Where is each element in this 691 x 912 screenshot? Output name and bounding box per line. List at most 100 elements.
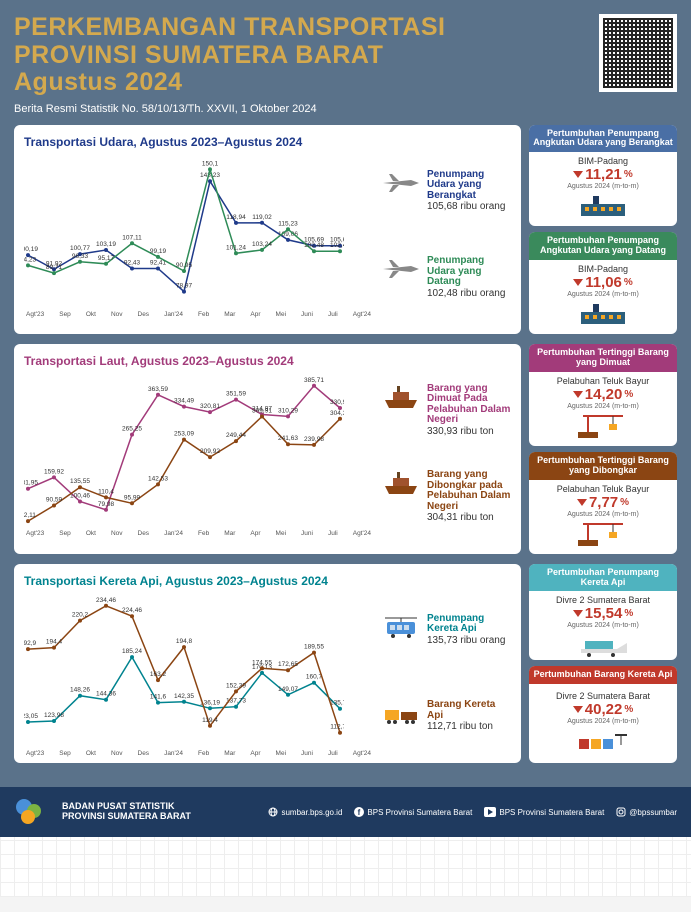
chart-svg: 131,95159,92100,4679,98265,25363,59334,4…: [24, 370, 373, 537]
stat-location: Pelabuhan Teluk Bayur: [533, 484, 673, 494]
svg-text:89,71: 89,71: [46, 264, 63, 271]
svg-text:123,98: 123,98: [44, 712, 64, 719]
airport-icon: [573, 300, 633, 328]
svg-text:90,59: 90,59: [46, 497, 63, 504]
series-value: 105,68 ribu orang: [427, 201, 511, 212]
stat-card: Pertumbuhan Tertinggi Barang yang Dibong…: [529, 452, 677, 554]
svg-text:150,1: 150,1: [202, 160, 219, 167]
stat-value: 11,06%: [533, 274, 673, 291]
footer-link[interactable]: sumbar.bps.go.id: [268, 807, 342, 817]
series-label: Barang Kereta Api: [427, 700, 511, 721]
chart-title: Transportasi Laut, Agustus 2023–Agustus …: [24, 354, 511, 368]
chart-card: Transportasi Kereta Api, Agustus 2023–Ag…: [14, 564, 521, 764]
legend: Penumpang Kereta Api 135,73 ribu orang B…: [381, 590, 511, 757]
fb-icon: f: [354, 807, 364, 817]
x-tick-label: Juli: [328, 530, 338, 537]
x-tick-label: Feb: [198, 311, 209, 318]
subtitle: Berita Resmi Statistik No. 58/10/13/Th. …: [14, 103, 589, 115]
svg-text:174,55: 174,55: [252, 659, 272, 666]
stat-value: 40,22%: [533, 701, 673, 718]
ship-icon: [381, 384, 421, 410]
stat-card: Pertumbuhan Tertinggi Barang yang Dimuat…: [529, 344, 677, 446]
svg-text:185,24: 185,24: [122, 648, 142, 655]
stat-note: Agustus 2024 (m-to-m): [533, 291, 673, 298]
svg-text:131,95: 131,95: [24, 480, 38, 487]
sections-container: Transportasi Udara, Agustus 2023–Agustus…: [14, 125, 677, 764]
x-tick-label: Nov: [111, 311, 123, 318]
svg-text:100,46: 100,46: [70, 493, 90, 500]
svg-text:152,39: 152,39: [226, 682, 246, 689]
x-tick-label: Des: [138, 750, 150, 757]
freight-train-icon: [381, 700, 421, 726]
x-tick-label: Mei: [276, 530, 286, 537]
grid-paper-bg: [0, 837, 691, 897]
svg-text:149,07: 149,07: [278, 685, 298, 692]
legend-item: Penumpang Udara yang Datang 102,48 ribu …: [381, 256, 511, 299]
svg-text:309,91: 309,91: [252, 408, 272, 415]
svg-text:304,31: 304,31: [330, 410, 344, 417]
svg-text:234,46: 234,46: [96, 596, 116, 603]
svg-text:141,6: 141,6: [150, 693, 167, 700]
svg-text:100,19: 100,19: [24, 246, 38, 253]
infographic-page: PERKEMBANGAN TRANSPORTASI PROVINSI SUMAT…: [0, 0, 691, 897]
x-tick-label: Apr: [250, 750, 260, 757]
x-tick-label: Sep: [59, 750, 71, 757]
series-label: Penumpang Kereta Api: [427, 614, 511, 635]
section-row: Transportasi Udara, Agustus 2023–Agustus…: [14, 125, 677, 335]
x-tick-label: Jan'24: [164, 530, 183, 537]
svg-text:265,25: 265,25: [122, 426, 142, 433]
svg-text:79,98: 79,98: [98, 501, 115, 508]
section-row: Transportasi Laut, Agustus 2023–Agustus …: [14, 344, 677, 554]
x-tick-label: Agt'23: [26, 750, 44, 757]
x-tick-label: Jan'24: [164, 750, 183, 757]
stat-card-body: Pelabuhan Teluk Bayur 7,77% Agustus 2024…: [529, 480, 677, 554]
series-label: Barang yang Dimuat Pada Pelabuhan Dalam …: [427, 384, 511, 426]
side-column: Pertumbuhan Penumpang Angkutan Udara yan…: [529, 125, 677, 335]
stat-card-body: BIM-Padang 11,21% Agustus 2024 (m-to-m): [529, 152, 677, 226]
svg-text:90,95: 90,95: [176, 262, 193, 269]
x-tick-label: Mar: [224, 530, 235, 537]
svg-text:172,65: 172,65: [278, 661, 298, 668]
footer-link[interactable]: BPS Provinsi Sumatera Barat: [484, 807, 604, 817]
svg-text:224,46: 224,46: [122, 607, 142, 614]
legend-text: Barang yang Dimuat Pada Pelabuhan Dalam …: [427, 384, 511, 437]
svg-text:95,17: 95,17: [98, 254, 115, 261]
svg-text:194,4: 194,4: [46, 638, 63, 645]
legend: Penumpang Udara yang Berangkat 105,68 ri…: [381, 151, 511, 318]
footer-link-text: BPS Provinsi Sumatera Barat: [499, 808, 604, 817]
down-arrow-icon: [573, 391, 583, 398]
stat-value: 11,21%: [533, 166, 673, 183]
legend-item: Penumpang Udara yang Berangkat 105,68 ri…: [381, 170, 511, 213]
ig-icon: [616, 807, 626, 817]
series-value: 135,73 ribu orang: [427, 635, 511, 646]
svg-text:112,71: 112,71: [330, 723, 344, 730]
bps-logo-icon: [14, 797, 48, 827]
svg-text:92,43: 92,43: [124, 259, 141, 266]
svg-text:135,73: 135,73: [330, 699, 344, 706]
svg-text:142,35: 142,35: [174, 692, 194, 699]
x-tick-label: Sep: [59, 311, 71, 318]
x-tick-label: Feb: [198, 750, 209, 757]
svg-text:119,02: 119,02: [252, 213, 272, 220]
title-block: PERKEMBANGAN TRANSPORTASI PROVINSI SUMAT…: [14, 14, 589, 115]
footer-link[interactable]: fBPS Provinsi Sumatera Barat: [354, 807, 472, 817]
x-tick-label: Jan'24: [164, 311, 183, 318]
stat-card-body: Pelabuhan Teluk Bayur 14,20% Agustus 202…: [529, 372, 677, 446]
x-tick-label: Mei: [276, 311, 286, 318]
series-value: 112,71 ribu ton: [427, 721, 511, 732]
x-tick-label: Feb: [198, 530, 209, 537]
svg-text:209,92: 209,92: [200, 448, 220, 455]
stat-location: BIM-Padang: [533, 156, 673, 166]
legend-text: Barang Kereta Api 112,71 ribu ton: [427, 700, 511, 732]
series-label: Penumpang Udara yang Datang: [427, 256, 511, 288]
svg-text:334,49: 334,49: [174, 398, 194, 405]
footer-link[interactable]: @bpssumbar: [616, 807, 677, 817]
svg-text:102,48: 102,48: [330, 242, 344, 249]
svg-text:253,09: 253,09: [174, 431, 194, 438]
svg-text:142,53: 142,53: [148, 475, 168, 482]
svg-text:103,19: 103,19: [96, 241, 116, 248]
svg-text:249,44: 249,44: [226, 432, 246, 439]
svg-text:100,77: 100,77: [70, 245, 90, 252]
down-arrow-icon: [577, 499, 587, 506]
svg-text:78,97: 78,97: [176, 282, 193, 289]
